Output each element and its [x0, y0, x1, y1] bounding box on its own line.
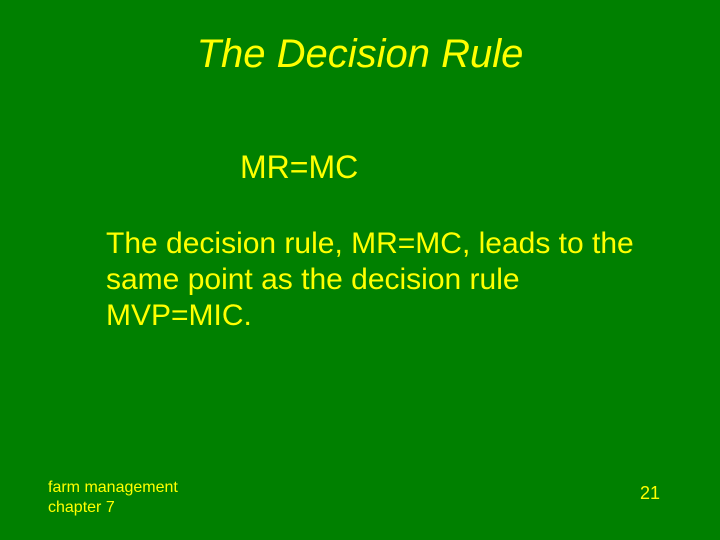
footer-chapter: chapter 7: [48, 498, 178, 518]
footer-left: farm management chapter 7: [48, 478, 178, 518]
slide-title: The Decision Rule: [0, 0, 720, 77]
slide-body-text: The decision rule, MR=MC, leads to the s…: [106, 226, 660, 334]
slide-equation: MR=MC: [240, 149, 720, 186]
page-number: 21: [640, 483, 660, 504]
footer-course-name: farm management: [48, 478, 178, 498]
